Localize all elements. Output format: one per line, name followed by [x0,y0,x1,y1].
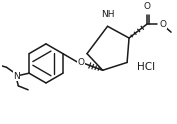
Text: N: N [13,72,20,81]
Text: HCl: HCl [137,62,155,72]
Text: O: O [159,20,166,29]
Text: NH: NH [101,10,114,19]
Text: O: O [143,2,150,11]
Text: O: O [77,58,84,67]
